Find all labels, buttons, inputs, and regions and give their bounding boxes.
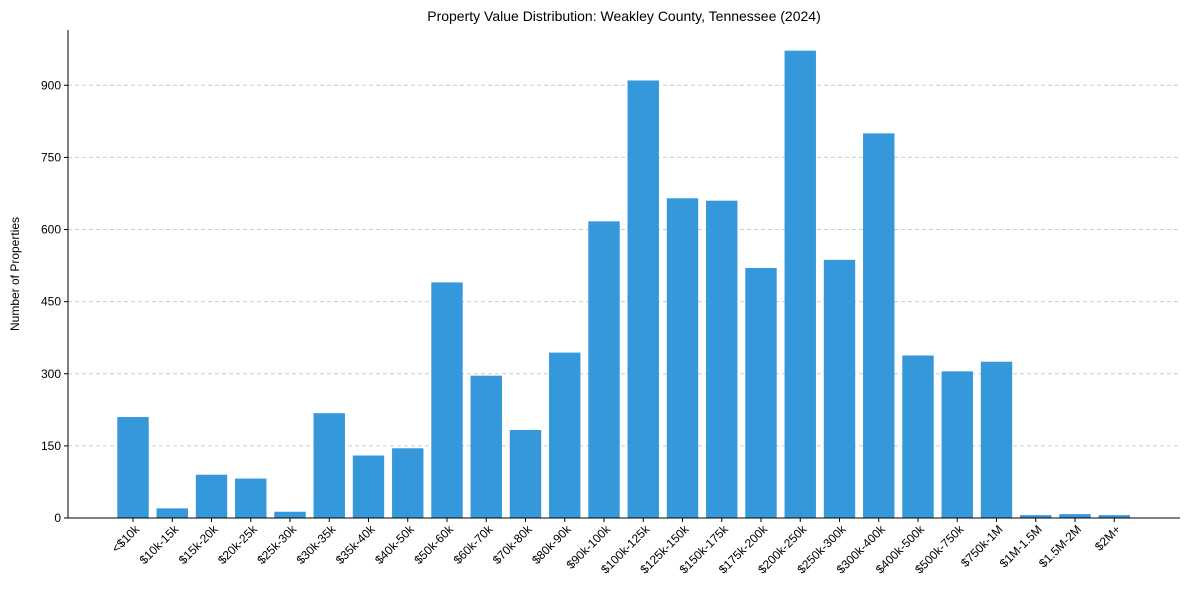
bar[interactable] <box>1098 515 1130 518</box>
bar[interactable] <box>902 355 934 518</box>
bar[interactable] <box>470 375 502 518</box>
x-tick-label: $25k-30k <box>254 522 300 568</box>
y-axis-label: Number of Properties <box>8 217 22 331</box>
x-tick-label: $60k-70k <box>451 522 497 568</box>
bar[interactable] <box>666 198 699 518</box>
bar[interactable] <box>431 282 463 518</box>
x-tick-label: $50k-60k <box>411 522 457 568</box>
bars-group <box>117 50 1130 519</box>
bar[interactable] <box>235 478 267 518</box>
bar[interactable] <box>588 221 620 518</box>
x-tick-label: $70k-80k <box>490 522 536 568</box>
y-axis-ticks: 0 150 300 450 600 750 900 <box>41 78 68 525</box>
bar[interactable] <box>745 267 777 518</box>
bar[interactable] <box>313 413 345 518</box>
y-tick-label: 750 <box>41 150 61 164</box>
x-tick-label: $2M+ <box>1092 522 1123 553</box>
bar[interactable] <box>195 474 228 518</box>
chart-title: Property Value Distribution: Weakley Cou… <box>427 8 821 24</box>
bar[interactable] <box>156 508 188 518</box>
bar[interactable] <box>980 361 1013 518</box>
bar[interactable] <box>1059 514 1091 518</box>
bar[interactable] <box>274 511 306 518</box>
bar[interactable] <box>549 352 581 518</box>
bar[interactable] <box>352 455 385 518</box>
x-tick-label: <$10k <box>109 522 143 556</box>
bar[interactable] <box>784 50 816 519</box>
bar[interactable] <box>863 133 895 519</box>
bar[interactable] <box>117 417 149 518</box>
y-tick-label: 600 <box>41 223 61 237</box>
x-tick-label: $35k-40k <box>333 522 379 568</box>
x-tick-label: $20k-25k <box>215 522 261 568</box>
bar[interactable] <box>706 200 738 518</box>
x-tick-label: $30k-35k <box>294 522 340 568</box>
x-tick-label: $40k-50k <box>372 522 418 568</box>
bar[interactable] <box>392 448 424 518</box>
x-tick-label: $1.5M-2M <box>1036 522 1084 570</box>
y-tick-label: 300 <box>41 367 61 381</box>
bar[interactable] <box>509 430 542 518</box>
y-tick-label: 150 <box>41 439 61 453</box>
y-tick-label: 450 <box>41 295 61 309</box>
bar[interactable] <box>941 371 973 518</box>
bar[interactable] <box>823 259 856 518</box>
x-axis-ticks: <$10k$10k-15k$15k-20k$20k-25k$25k-30k$30… <box>109 518 1123 576</box>
x-tick-label: $10k-15k <box>137 522 183 568</box>
bar[interactable] <box>627 80 659 518</box>
x-tick-label: $15k-20k <box>176 522 222 568</box>
y-tick-label: 900 <box>41 78 61 92</box>
y-tick-label: 0 <box>54 511 61 525</box>
bar[interactable] <box>1020 515 1052 518</box>
gridlines <box>68 84 1180 447</box>
